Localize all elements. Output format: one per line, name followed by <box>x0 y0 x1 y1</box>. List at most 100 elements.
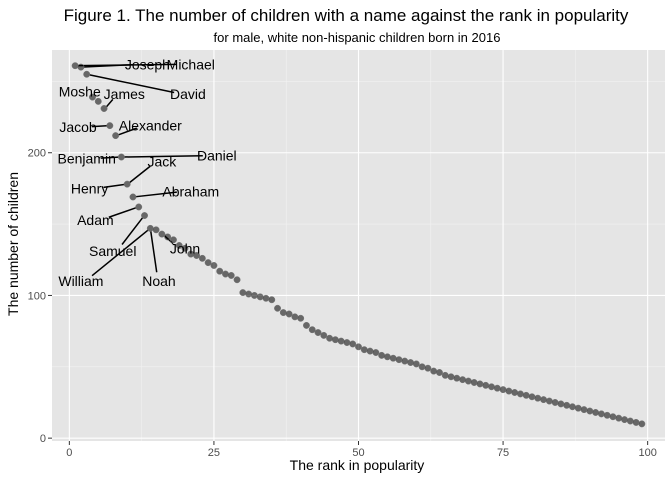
x-tick-label: 0 <box>66 447 72 459</box>
leader-line <box>150 231 158 273</box>
data-point <box>268 296 276 304</box>
leader-line <box>108 207 137 218</box>
data-point <box>169 236 177 244</box>
data-point <box>441 371 449 379</box>
name-label: William <box>58 273 103 289</box>
data-point <box>621 416 628 424</box>
data-point <box>250 291 258 299</box>
data-point <box>522 391 530 399</box>
name-label: Adam <box>77 212 114 228</box>
data-point <box>505 387 513 395</box>
data-point <box>291 313 299 321</box>
data-point <box>395 356 403 364</box>
data-points <box>71 62 646 428</box>
data-point <box>586 407 594 415</box>
data-point <box>592 409 600 416</box>
data-point <box>129 193 137 201</box>
data-point <box>100 105 108 112</box>
data-point <box>112 132 120 140</box>
data-point <box>274 304 281 312</box>
data-point <box>430 367 438 375</box>
name-label: David <box>170 86 206 102</box>
leader-line <box>91 125 107 128</box>
data-point <box>378 351 386 359</box>
data-point <box>574 404 582 412</box>
data-point <box>412 360 420 368</box>
data-point <box>470 379 478 386</box>
chart-title: Figure 1. The number of children with a … <box>64 6 629 25</box>
data-point <box>227 272 235 279</box>
leader-line <box>135 191 177 198</box>
y-tick-label: 200 <box>28 148 46 160</box>
data-point <box>83 70 91 78</box>
leader-line <box>100 156 119 159</box>
data-point <box>459 376 467 384</box>
data-point <box>279 309 287 317</box>
name-label: Benjamin <box>58 150 116 166</box>
data-point <box>71 62 79 70</box>
y-tick-label: 0 <box>40 433 46 445</box>
data-point <box>615 414 623 422</box>
data-point <box>569 403 576 411</box>
leader-line <box>103 183 125 189</box>
data-point <box>181 244 189 252</box>
data-point <box>117 153 125 161</box>
data-point <box>528 393 536 401</box>
data-point <box>308 326 316 334</box>
data-point <box>320 331 328 339</box>
data-point <box>499 386 507 394</box>
data-point <box>256 293 264 301</box>
data-point <box>563 401 571 409</box>
x-tick-label: 100 <box>638 447 656 459</box>
data-point <box>175 242 183 249</box>
data-point <box>464 377 472 385</box>
data-point <box>164 233 172 241</box>
leader-line <box>83 63 134 68</box>
data-point <box>545 397 553 405</box>
data-point <box>77 63 85 71</box>
y-axis: 0 100 200 <box>28 148 52 445</box>
data-point <box>372 349 380 356</box>
name-label: Daniel <box>197 148 237 164</box>
data-point <box>540 396 548 404</box>
data-point <box>626 417 634 425</box>
name-label: James <box>104 86 145 102</box>
data-point <box>343 339 351 346</box>
data-point <box>262 294 270 302</box>
major-gridlines <box>52 50 665 441</box>
x-tick-label: 50 <box>352 447 364 459</box>
data-point <box>326 334 334 342</box>
data-point <box>303 321 310 329</box>
data-point <box>407 359 414 366</box>
leader-line <box>91 229 149 277</box>
data-point <box>551 399 559 406</box>
x-axis: 0 25 50 75 100 <box>66 441 657 459</box>
data-point <box>580 406 588 414</box>
data-point <box>222 270 229 278</box>
data-point <box>424 364 432 372</box>
data-point <box>141 212 148 219</box>
data-point <box>476 380 484 388</box>
name-label: Michael <box>167 56 215 72</box>
chart-subtitle: for male, white non-hispanic children bo… <box>214 30 501 45</box>
data-point <box>493 384 501 392</box>
y-axis-title: The number of children <box>5 172 21 316</box>
leader-line <box>129 165 151 184</box>
name-label: Joseph <box>125 56 170 72</box>
data-point <box>198 254 206 262</box>
data-point <box>418 363 426 371</box>
name-label: Alexander <box>119 118 182 134</box>
data-point <box>632 418 640 426</box>
data-point <box>516 390 524 398</box>
data-point <box>89 93 96 101</box>
x-axis-title: The rank in popularity <box>290 457 425 473</box>
data-point <box>135 203 143 211</box>
leader-line <box>124 154 203 158</box>
data-point <box>245 290 253 298</box>
name-label: Samuel <box>89 243 136 259</box>
data-point <box>239 289 247 297</box>
name-label: John <box>170 240 200 256</box>
data-point <box>366 347 374 355</box>
